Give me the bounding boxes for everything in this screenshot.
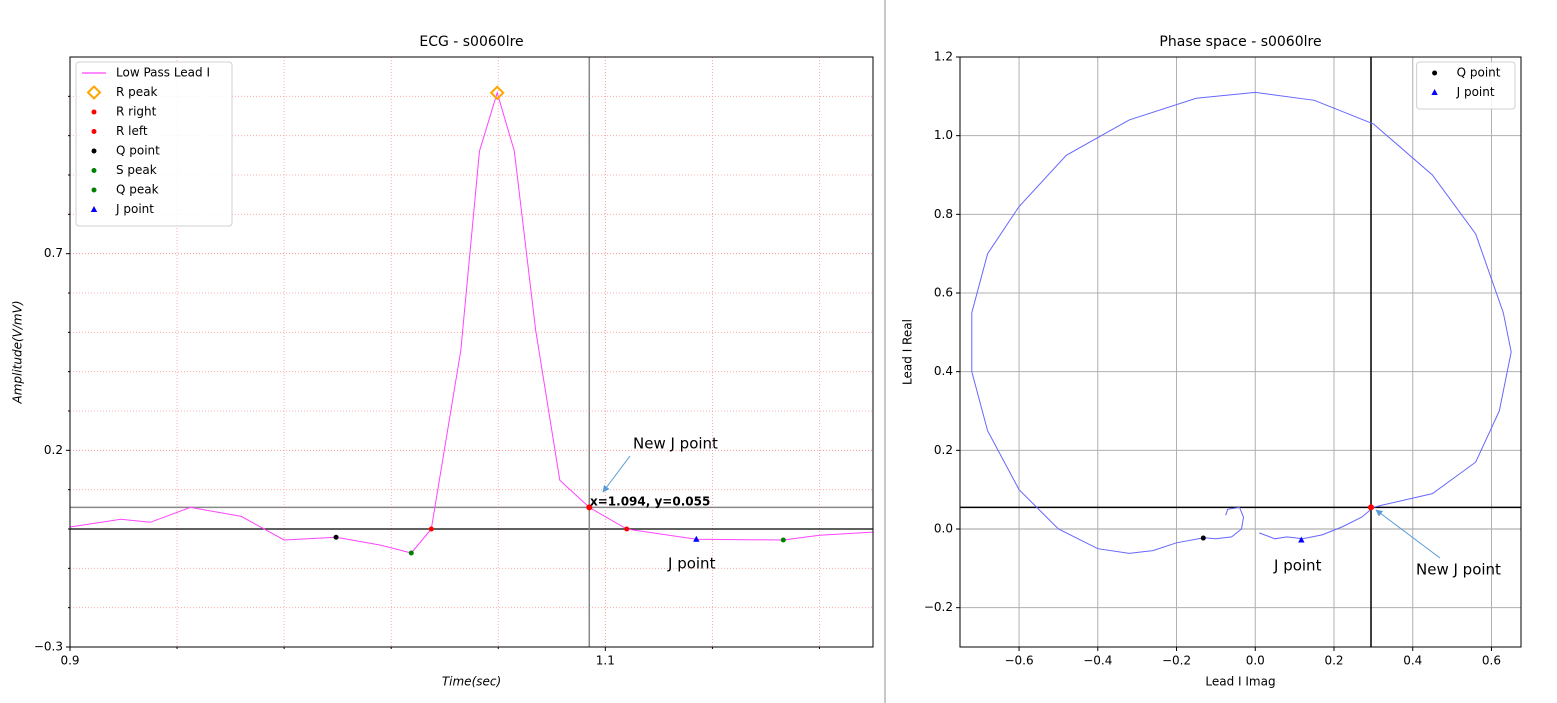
y-tick-label: 0.8 [934,207,953,221]
y-tick-label: −0.2 [924,600,953,614]
plot-frame [69,56,874,648]
legend-label: Q peak [116,183,159,197]
chart-title: Phase space - s0060lre [1159,34,1321,50]
annotation: New J point [1416,561,1501,579]
y-tick-label: 0.7 [44,246,63,260]
x-tick-label: 0.6 [1482,654,1501,668]
legend: Low Pass Lead I R peak R right R left Q poin… [75,61,233,227]
marker-point [91,187,97,193]
legend-label: Q point [1457,66,1501,80]
marker-point [586,504,593,511]
legend-label: Q point [116,144,160,158]
x-tick-label: −0.4 [1083,654,1112,668]
data-line [971,91,1512,554]
marker-point [91,148,97,154]
legend-box [75,61,233,227]
y-axis-label: Amplitude(V/mV) [11,300,25,404]
marker-triangle [90,206,98,212]
marker-point [428,526,434,532]
y-tick-label: 0.2 [934,443,953,457]
annotation: New J point [633,435,718,453]
x-tick-label: 1.1 [596,654,615,668]
marker-point [1432,70,1438,76]
plot-frame [959,56,1522,648]
data-line [69,91,874,554]
annotation-arrow [1375,509,1441,559]
y-tick-label: 1.2 [934,50,953,64]
marker-point [333,534,339,540]
y-tick-label: 1.0 [934,128,953,142]
marker-point [1200,535,1206,541]
y-tick-label: 0.4 [934,364,953,378]
marker-diamond [489,85,505,101]
marker-triangle [1298,536,1305,543]
legend-label: J point [115,202,154,216]
chart-title: ECG - s0060lre [419,34,523,50]
x-tick-label: 0.2 [1324,654,1343,668]
annotation: J point [667,555,716,573]
marker-point [408,550,414,556]
marker-diamond [86,85,102,100]
legend: Q point J point [1416,61,1516,110]
marker-point [91,129,97,134]
x-tick-label: −0.2 [1162,654,1191,668]
marker-point [91,168,97,173]
legend-label: S peak [116,163,157,177]
legend-label: R right [116,105,157,119]
y-tick-label: 0.2 [44,443,63,457]
legend-label: R left [116,124,148,138]
x-axis-label: Time(sec) [442,675,501,689]
marker-point [91,109,97,115]
legend-label: J point [1456,85,1495,99]
x-tick-label: 0.4 [1403,654,1422,668]
marker-point [780,537,786,543]
cursor-label: x=1.094, y=0.055 [590,495,710,509]
marker-point [624,526,630,532]
annotation-arrow [602,455,631,493]
marker-point [1368,504,1375,511]
legend-label: R peak [116,85,158,99]
y-tick-label: −0.3 [34,640,63,654]
legend-label: Low Pass Lead I [116,66,210,80]
y-axis-label: Lead I Real [901,319,915,385]
y-tick-label: 0.6 [934,286,953,300]
x-tick-label: 0.9 [60,654,79,668]
x-tick-label: 0.0 [1246,654,1265,668]
marker-triangle [693,535,700,542]
marker-triangle [1431,89,1438,95]
x-axis-label: Lead I Imag [1205,675,1275,689]
y-tick-label: 0.0 [934,522,953,536]
annotation: J point [1273,557,1322,575]
x-tick-label: −0.6 [1004,654,1033,668]
legend-box [1416,61,1516,110]
